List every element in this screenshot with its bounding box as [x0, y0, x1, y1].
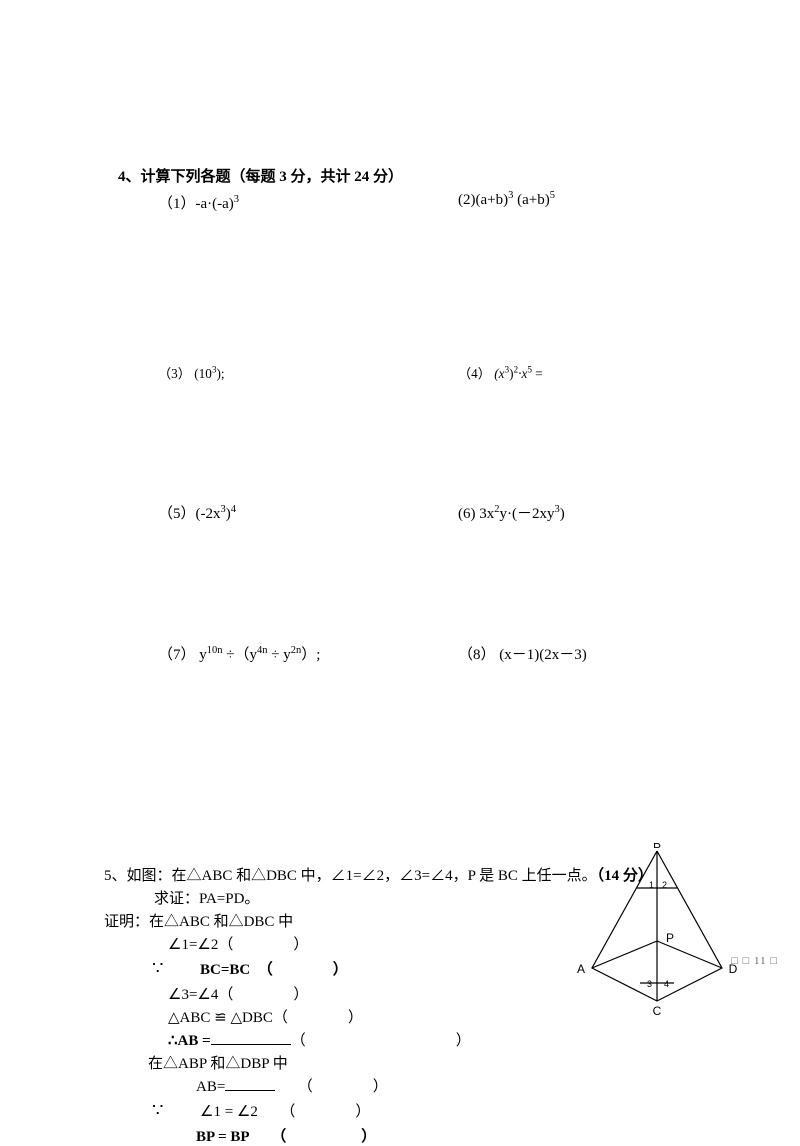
q4-p7-s2: 4n — [257, 645, 268, 656]
q4-p4-dot: ·x — [518, 366, 527, 381]
q4-title: 4、计算下列各题（每题 3 分，共计 24 分） — [118, 165, 710, 186]
q4-p2-b: (a+b) — [513, 192, 549, 208]
q4-p5-a: （5）(-2x — [158, 506, 221, 522]
q4-p5-s2: 4 — [231, 504, 236, 515]
q4-p2-a: (2)(a+b) — [458, 192, 508, 208]
q5-l6: 在△ABP 和△DBP 中 — [118, 1052, 710, 1073]
fig-angle-4: 4 — [664, 979, 669, 989]
q4-p6: (6) 3x2y·(－2xy3) — [458, 502, 710, 523]
q4-p7-c: ）; — [301, 647, 320, 663]
q4-p3-semi: ; — [221, 366, 225, 381]
fig-label-a: A — [577, 962, 585, 976]
q5-l7b: （ ） — [275, 1079, 388, 1095]
because-icon: ∵ — [118, 956, 186, 977]
q4-p3-b: (10 — [194, 366, 212, 381]
q4-p7-a: （7） y — [158, 647, 207, 663]
q5-l8: ∠1 = ∠2 （ ） — [186, 1100, 710, 1121]
q4-p6-m: y·(－2xy — [500, 506, 555, 522]
q5-l5b: （ ） — [291, 1033, 471, 1049]
because-icon-2: ∵ — [118, 1098, 186, 1119]
q4-p7: （7） y10n ÷（y4n ÷ y2n）; — [118, 643, 458, 664]
q4-p3: （3） (103); — [118, 363, 458, 382]
q5-title-a: 5、如图：在△ABC 和△DBC 中，∠1=∠2，∠3=∠4，P 是 BC 上任… — [104, 868, 597, 884]
q4-p1-sup: 3 — [234, 194, 239, 205]
figure-caption: □ □ 11 □ — [731, 955, 778, 967]
q4-p4-eq: = — [532, 366, 543, 381]
q4-p7-s1: 10n — [207, 645, 223, 656]
q5-l5-blank — [211, 1029, 291, 1045]
q5-because2: ∵ ∠1 = ∠2 （ ） — [118, 1098, 710, 1123]
q4-row4: （7） y10n ÷（y4n ÷ y2n）; （8） (x－1)(2x－3) — [118, 643, 710, 664]
q4-p1-text: （1）-a·(-a) — [158, 196, 234, 212]
fig-angle-3: 3 — [647, 979, 652, 989]
q4-p8-text: （8） (x－1)(2x－3) — [458, 647, 587, 663]
q5-l5: ∴AB = （ ） — [118, 1029, 710, 1050]
q4-p6-c: ) — [560, 506, 565, 522]
q4-p6-a: (6) 3x — [458, 506, 494, 522]
q4-p8: （8） (x－1)(2x－3) — [458, 643, 710, 664]
q4-row2: （3） (103); （4） (x3)2·x5 = — [118, 363, 710, 382]
fig-label-b: B — [653, 843, 661, 851]
fig-label-p: P — [666, 931, 674, 945]
q4-row1: （1）-a·(-a)3 (2)(a+b)3 (a+b)5 — [118, 192, 710, 213]
q4-p7-d1: ÷（y — [223, 647, 257, 663]
q4-p4: （4） (x3)2·x5 = — [458, 363, 710, 382]
q5-l7: AB= （ ） — [118, 1075, 710, 1096]
q5-l5a: ∴AB = — [168, 1033, 211, 1049]
q5-l9: BP = BP （ ） — [118, 1125, 710, 1146]
q4-p7-s3: 2n — [291, 645, 302, 656]
q5-figure: B A D C P 1 2 3 4 — [572, 843, 742, 1018]
q4-p5: （5）(-2x3)4 — [118, 502, 458, 523]
q4-p2: (2)(a+b)3 (a+b)5 — [458, 192, 710, 213]
q4-row3: （5）(-2x3)4 (6) 3x2y·(－2xy3) — [118, 502, 710, 523]
q4-p2-s2: 5 — [550, 190, 555, 201]
fig-label-c: C — [653, 1004, 662, 1018]
q4-p7-d2: ÷ y — [268, 647, 291, 663]
q5-l7-blank — [225, 1075, 275, 1091]
q4-p4-pre: （4） — [458, 366, 494, 381]
q4-p4-b1: (x — [494, 366, 504, 381]
q4-p1: （1）-a·(-a)3 — [118, 192, 458, 213]
q5-l7a: AB= — [196, 1079, 225, 1095]
q4-p3-pre: （3） — [158, 366, 194, 381]
